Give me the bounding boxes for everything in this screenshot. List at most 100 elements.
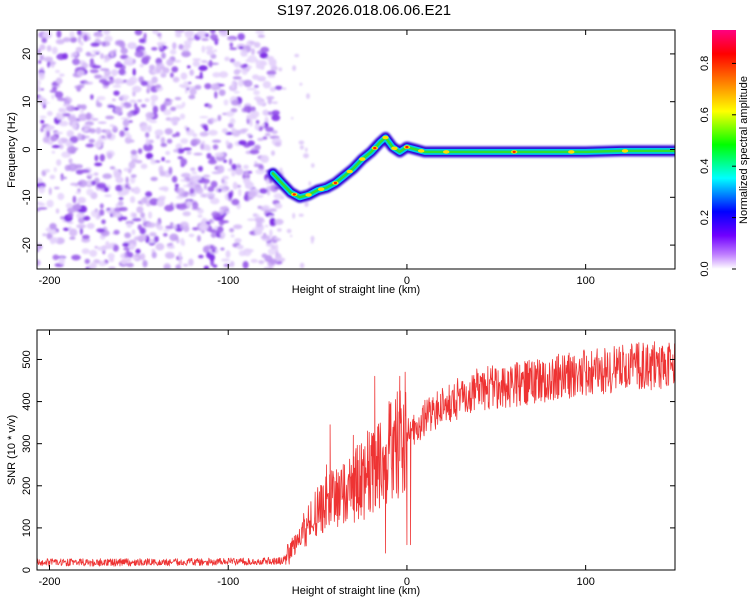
noise-blob (147, 125, 152, 133)
noise-blob (72, 195, 77, 204)
noise-blob (279, 257, 286, 262)
noise-blob (48, 228, 58, 235)
noise-blob (267, 74, 276, 78)
noise-blob (94, 38, 101, 43)
noise-blob (137, 200, 142, 205)
noise-blob (58, 144, 64, 150)
noise-blob (230, 108, 238, 113)
noise-blob (225, 250, 231, 258)
noise-blob (271, 101, 278, 104)
noise-blob (79, 110, 85, 113)
noise-blob (120, 47, 128, 55)
noise-blob (177, 203, 187, 211)
noise-blob (243, 63, 248, 68)
noise-blob (151, 100, 156, 108)
noise-blob (130, 153, 138, 161)
noise-blob (75, 191, 81, 195)
noise-blob (125, 56, 134, 65)
noise-blob (104, 194, 112, 198)
noise-blob (126, 222, 133, 228)
noise-blob (39, 115, 47, 119)
noise-blob (95, 216, 101, 220)
noise-blob (189, 187, 195, 195)
noise-blob (181, 53, 192, 56)
noise-blob (217, 114, 222, 122)
ridge-peak-mark (512, 150, 516, 154)
noise-blob (212, 144, 219, 150)
noise-blob (205, 192, 216, 198)
noise-blob (265, 126, 274, 132)
noise-blob (190, 138, 201, 145)
noise-blob (310, 235, 315, 242)
noise-blob (68, 115, 77, 122)
x-tick-label: 100 (576, 275, 594, 287)
noise-blob (303, 153, 309, 159)
noise-blob (255, 30, 265, 35)
noise-blob (140, 104, 147, 108)
noise-blob (237, 165, 242, 168)
noise-blob (112, 244, 119, 252)
noise-blob (113, 90, 120, 96)
noise-blob (299, 145, 304, 150)
noise-blob (188, 81, 192, 85)
noise-blob (267, 248, 276, 256)
noise-blob (188, 94, 196, 100)
noise-blob (67, 212, 74, 218)
noise-blob (56, 30, 62, 38)
noise-blob (65, 140, 73, 147)
noise-blob (50, 239, 55, 245)
noise-blob (181, 48, 190, 52)
noise-blob (151, 47, 158, 51)
noise-blob (170, 222, 174, 226)
noise-blob (120, 259, 128, 265)
noise-blob (143, 143, 154, 152)
y-tick-label: 10 (21, 96, 33, 108)
noise-blob (186, 129, 195, 136)
noise-blob (46, 199, 54, 208)
noise-blob (42, 233, 47, 237)
spectrogram-y-label: Frequency (Hz) (6, 112, 18, 188)
noise-blob (229, 228, 235, 233)
noise-blob (264, 132, 271, 137)
noise-blob (182, 147, 192, 151)
noise-blob (101, 246, 107, 251)
noise-blob (118, 40, 124, 48)
noise-blob (229, 42, 233, 48)
noise-blob (200, 143, 205, 150)
noise-blob (199, 71, 203, 80)
noise-blob (228, 158, 233, 166)
noise-blob (160, 104, 167, 112)
noise-blob (96, 182, 107, 189)
noise-blob (110, 69, 119, 76)
noise-blob (87, 173, 94, 177)
y-tick-label: 200 (21, 477, 33, 495)
noise-blob (138, 38, 146, 44)
noise-blob (207, 186, 215, 193)
noise-blob (113, 170, 122, 179)
noise-blob (38, 72, 45, 80)
noise-blob (44, 168, 51, 173)
noise-blob (233, 224, 243, 230)
noise-blob (191, 171, 198, 175)
noise-blob (180, 138, 189, 144)
noise-blob (280, 196, 285, 200)
noise-blob (103, 30, 111, 36)
noise-blob (84, 258, 91, 264)
x-tick-label: -200 (38, 576, 60, 588)
noise-blob (101, 135, 106, 139)
noise-blob (77, 196, 86, 204)
noise-blob (41, 37, 48, 43)
noise-blob (170, 106, 177, 112)
noise-blob (241, 128, 249, 132)
noise-blob (268, 208, 277, 213)
snr-frame (36, 329, 676, 571)
noise-blob (91, 50, 101, 53)
noise-blob (79, 227, 83, 235)
noise-blob (278, 67, 283, 72)
noise-blob (150, 158, 154, 162)
noise-blob (235, 167, 244, 176)
noise-blob (213, 49, 217, 53)
noise-blob (76, 70, 85, 76)
noise-blob (188, 233, 195, 238)
noise-blob (210, 117, 214, 123)
